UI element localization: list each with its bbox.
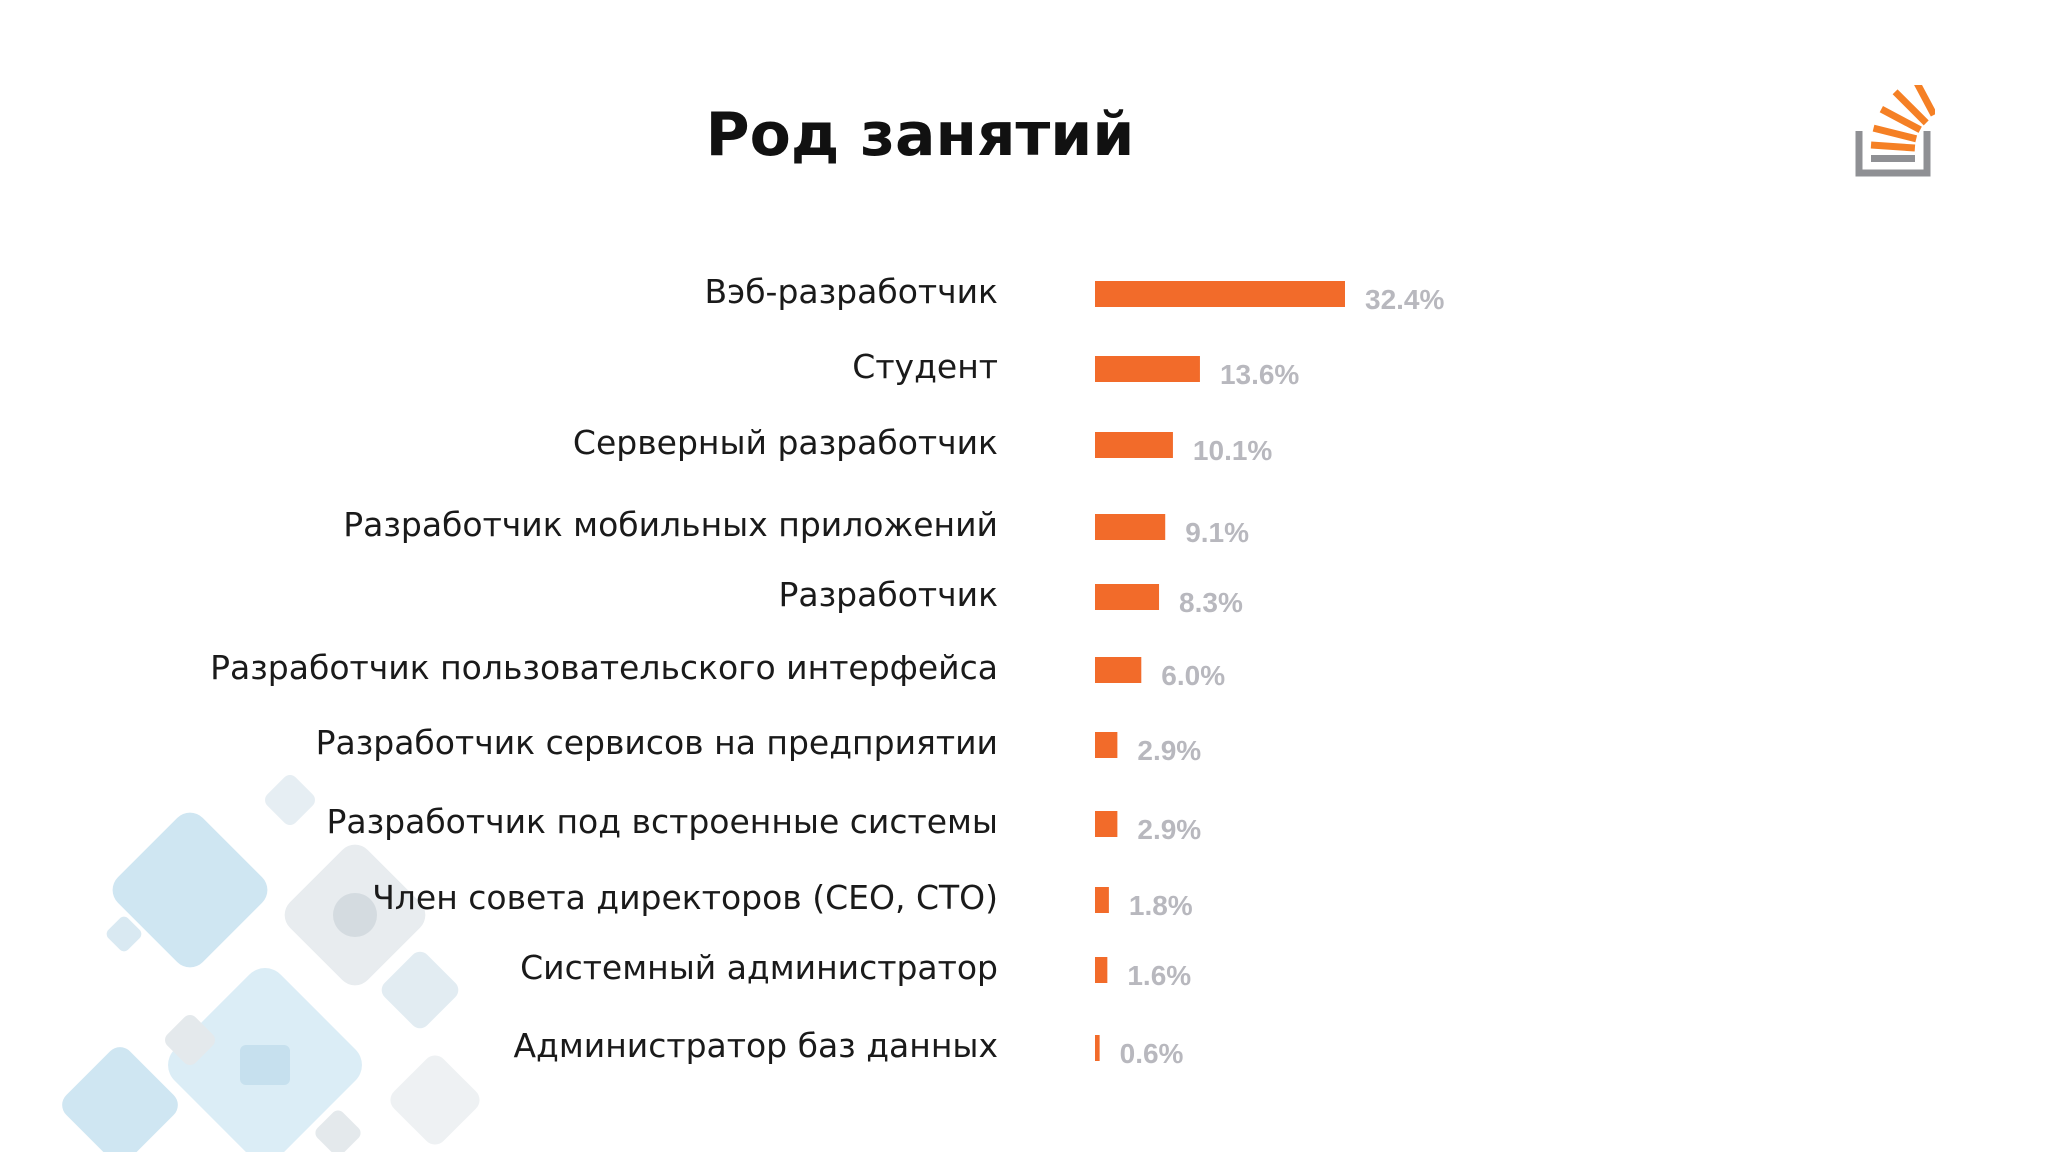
gear-icon <box>284 844 426 986</box>
bar <box>1095 887 1109 913</box>
category-label: Разработчик <box>779 575 998 614</box>
value-label: 2.9% <box>1137 735 1201 766</box>
bar <box>1095 281 1345 307</box>
category-label: Вэб-разработчик <box>704 272 998 311</box>
lock-icon <box>381 951 459 1029</box>
bar <box>1095 356 1200 382</box>
bar <box>1095 584 1160 610</box>
category-label: Серверный разработчик <box>573 423 998 462</box>
value-label: 1.6% <box>1127 960 1191 991</box>
value-label: 8.3% <box>1179 587 1243 618</box>
speech-bubble-icon <box>112 812 268 968</box>
category-label: Разработчик под встроенные системы <box>326 802 998 841</box>
category-label: Разработчик сервисов на предприятии <box>316 723 998 762</box>
bar <box>1095 732 1118 758</box>
category-label: Системный администратор <box>520 948 998 987</box>
slide-title: Род занятий <box>705 100 1135 170</box>
category-label: Администратор баз данных <box>513 1026 998 1065</box>
user-icon <box>390 1055 480 1145</box>
speech-bubble-icon <box>168 968 362 1152</box>
category-label: Член совета директоров (CEO, CTO) <box>372 878 998 917</box>
bar <box>1095 1035 1100 1061</box>
value-label: 6.0% <box>1161 660 1225 691</box>
value-label: 9.1% <box>1185 517 1249 548</box>
bar <box>1095 957 1108 983</box>
bar <box>1095 514 1166 540</box>
category-label: Разработчик мобильных приложений <box>343 505 998 544</box>
ampersand-icon <box>62 1047 178 1152</box>
background-decoration <box>62 775 480 1152</box>
bar <box>1095 811 1118 837</box>
category-label: Студент <box>852 347 998 386</box>
value-label: 10.1% <box>1193 435 1272 466</box>
value-label: 13.6% <box>1220 359 1299 390</box>
bar <box>1095 657 1142 683</box>
bar <box>1095 432 1173 458</box>
stackoverflow-logo-icon <box>1855 85 1935 177</box>
value-label: 1.8% <box>1129 890 1193 921</box>
category-label: Разработчик пользовательского интерфейса <box>210 648 998 687</box>
value-label: 0.6% <box>1120 1038 1184 1069</box>
value-label: 32.4% <box>1365 284 1444 315</box>
value-label: 2.9% <box>1137 814 1201 845</box>
